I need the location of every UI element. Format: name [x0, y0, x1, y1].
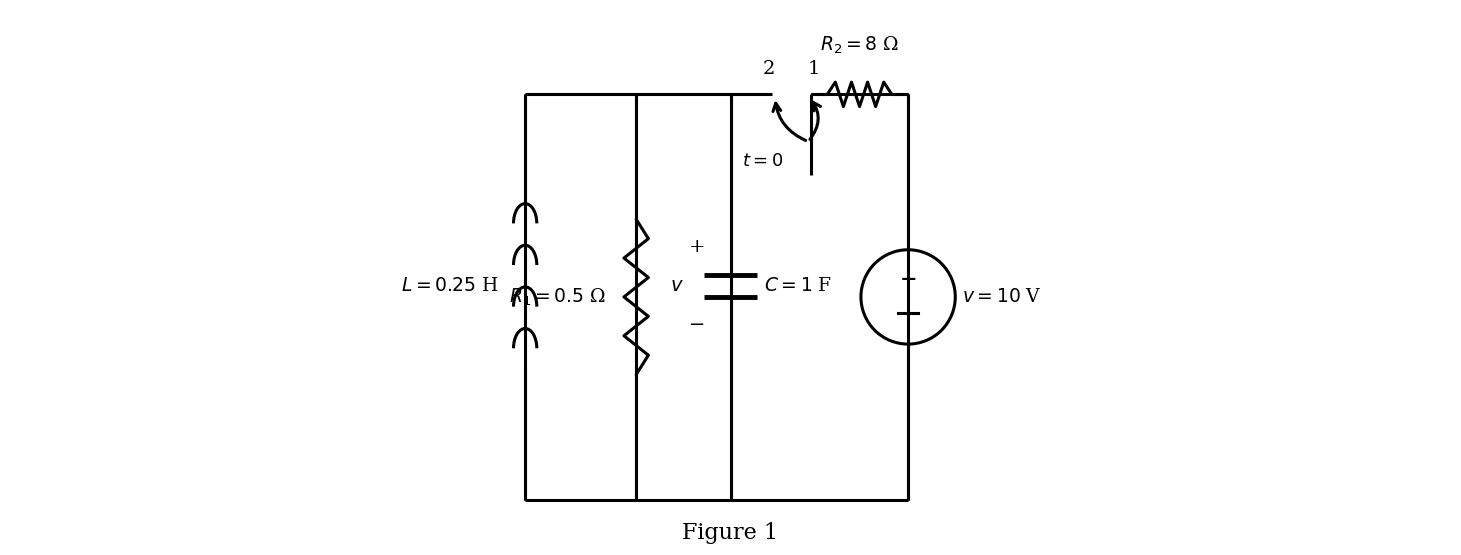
Text: $L = 0.25$ H: $L = 0.25$ H [402, 277, 498, 295]
Text: $R_1 = 0.5$ Ω: $R_1 = 0.5$ Ω [508, 286, 606, 307]
Text: $R_2 = 8$ Ω: $R_2 = 8$ Ω [820, 34, 899, 56]
Text: $v = 10$ V: $v = 10$ V [961, 288, 1042, 306]
Text: +: + [900, 269, 918, 289]
Text: $v$: $v$ [671, 277, 684, 295]
Text: 1: 1 [808, 60, 820, 78]
Text: +: + [690, 238, 706, 256]
Text: $C = 1$ F: $C = 1$ F [764, 277, 833, 295]
Text: Figure 1: Figure 1 [682, 522, 779, 544]
Text: −: − [690, 316, 706, 334]
Text: 2: 2 [763, 60, 776, 78]
Text: $t = 0$: $t = 0$ [742, 152, 783, 170]
